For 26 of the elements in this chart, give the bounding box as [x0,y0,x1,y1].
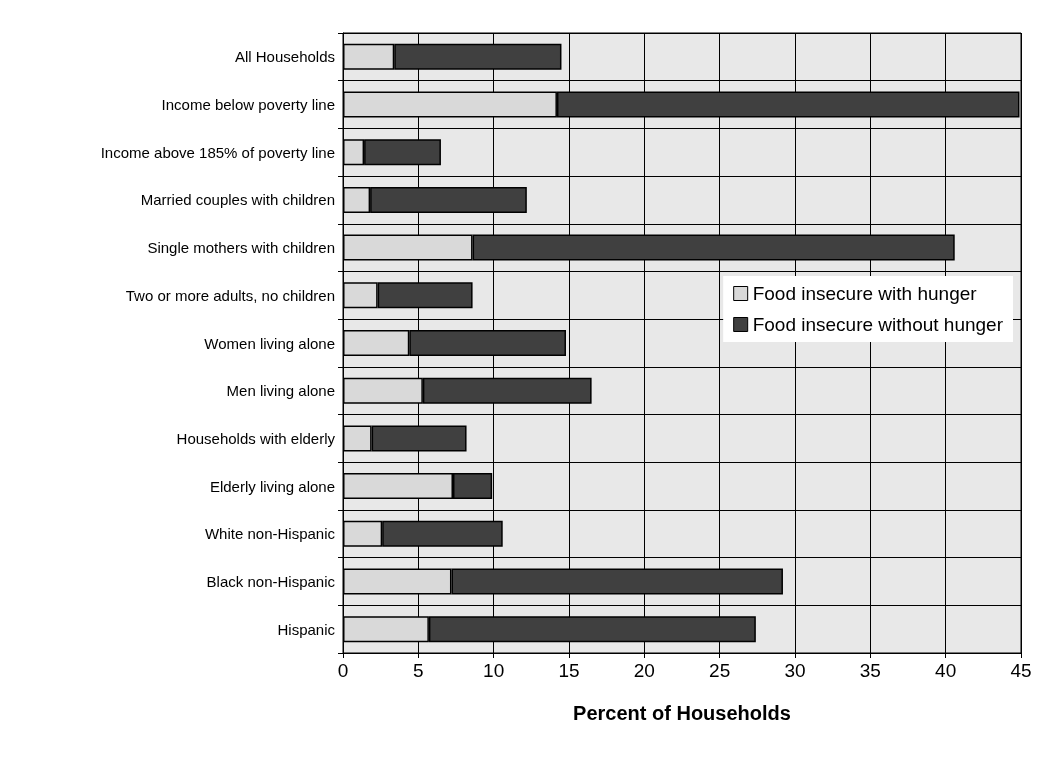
x-tick-label: 0 [337,660,349,681]
x-axis-title: Percent of Households [573,702,791,724]
y-tick-label: Women living alone [204,334,335,352]
x-tick-label: 25 [709,660,731,681]
x-tick-label: 35 [859,660,881,681]
x-tick-label: 45 [1010,660,1032,681]
legend-label: Food insecure without hunger [752,314,1004,335]
y-tick-label: Income above 185% of poverty line [100,143,335,161]
y-tick-label: White non-Hispanic [204,525,336,543]
x-tick-label: 15 [558,660,580,681]
y-tick-label: All Households [234,48,335,66]
y-tick-label: Income below poverty line [161,96,335,114]
y-tick-label: Black non-Hispanic [206,572,336,590]
y-tick-label: Single mothers with children [147,239,335,257]
y-tick-label: Men living alone [226,382,335,400]
x-tick-label: 10 [483,660,505,681]
y-tick-label: Two or more adults, no children [125,286,335,304]
x-tick-label: 30 [784,660,806,681]
legend-label: Food insecure with hunger [752,283,978,304]
y-tick-label: Married couples with children [140,191,335,209]
x-tick-label: 40 [935,660,957,681]
x-tick-label: 5 [413,660,424,681]
y-tick-label: Elderly living alone [209,477,335,495]
y-tick-label: Hispanic [277,620,336,638]
y-tick-label: Households with elderly [176,429,336,447]
x-tick-label: 20 [633,660,655,681]
